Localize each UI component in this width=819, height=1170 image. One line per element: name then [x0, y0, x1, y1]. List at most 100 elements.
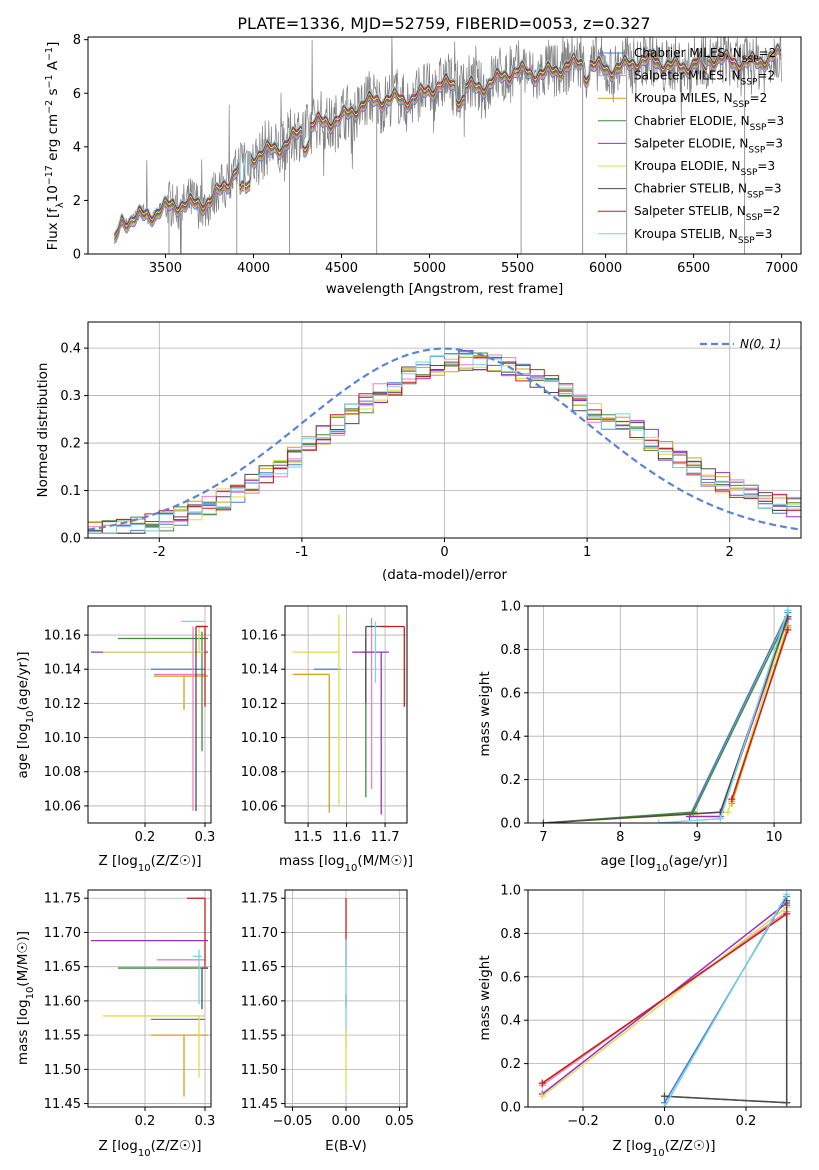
y-tick-label: 11.60 — [241, 994, 278, 1009]
y-label-part: −2 — [44, 100, 55, 114]
panel-mass_vs_Z: 0.2 0.3 11.45 11.50 11.55 11.60 11.65 11.70 11.7… — [15, 889, 216, 1159]
label-part: mass [log — [15, 999, 31, 1065]
x-tick-label: 2 — [726, 545, 734, 560]
model-spectrum-line — [114, 50, 782, 242]
y-tick-label: 11.75 — [44, 892, 81, 907]
residual-histogram-step — [88, 353, 801, 534]
y-axis-label: mass weight — [477, 955, 493, 1040]
label-sub: 10 — [138, 1148, 151, 1159]
y-tick-label: 10.12 — [44, 697, 81, 712]
panel-age_vs_mass: 11.5 11.6 11.7 10.06 10.08 10.10 10.12 10.14 10.… — [241, 605, 413, 874]
label-part: (age/yr)] — [668, 853, 727, 869]
x-tick-label: −0.05 — [273, 1114, 313, 1129]
plot-area — [292, 614, 405, 815]
y-tick-label: 10.14 — [241, 663, 278, 678]
mass-weight-line — [731, 629, 789, 800]
y-tick-label: 10.16 — [241, 629, 278, 644]
legend-sub: SSP — [738, 236, 755, 246]
legend-suffix: =2 — [759, 46, 777, 60]
x-axis-label: wavelength [Angstrom, rest frame] — [326, 281, 564, 297]
legend-label: Chabrier STELIB, N — [634, 182, 747, 196]
y-tick-label: 0.2 — [500, 773, 521, 788]
label-part: age [log — [600, 853, 655, 869]
panel-spectrum: 3500 4000 4500 5000 5500 6000 6500 7000 0 2 4 6 8 Cha… — [44, 33, 802, 297]
axes-frame — [87, 889, 212, 1108]
x-tick-label: 0.3 — [195, 830, 216, 845]
mass-weight-line — [541, 913, 788, 1084]
x-tick-label: 3500 — [149, 261, 182, 276]
label-sub: 10 — [652, 1148, 665, 1159]
legend-suffix: =3 — [765, 136, 783, 150]
y-tick-label: 11.65 — [44, 960, 81, 975]
mass-weight-line — [543, 616, 789, 823]
x-tick-label: 0.3 — [195, 1114, 216, 1129]
legend-sub: SSP — [733, 100, 750, 110]
axes-frame — [527, 889, 802, 1108]
legend-sub: SSP — [742, 55, 759, 65]
x-axis-label: mass [log10(M/M☉)] — [279, 853, 413, 874]
mass-weight-line — [688, 612, 789, 817]
y-label-part: A — [45, 60, 61, 74]
y-tick-label: 4 — [73, 140, 81, 155]
x-tick-label: -2 — [153, 545, 166, 560]
label-part: Z [log — [98, 1138, 137, 1154]
model-spectrum-line — [114, 42, 782, 234]
y-axis-label: Flux [fλ10−17 erg cm−2 s−1 A−1] — [44, 42, 66, 251]
residual-histogram-step — [88, 358, 801, 534]
legend-label: Salpeter MILES, N — [634, 69, 741, 83]
model-spectrum-line — [114, 46, 782, 238]
mass-weight-line — [541, 906, 788, 1097]
axes-frame — [87, 321, 802, 539]
label-sub: 10 — [25, 711, 36, 724]
label-part: (M/M☉)] — [15, 931, 31, 987]
axes-frame — [284, 605, 408, 824]
legend-suffix: =2 — [763, 204, 781, 218]
axes-frame — [284, 889, 408, 1108]
gaussian-legend-label: N(0, 1) — [740, 337, 781, 351]
model-spectrum-line — [114, 52, 782, 245]
y-tick-label: 0.0 — [500, 817, 521, 832]
label-part: age [log — [15, 723, 31, 778]
x-tick-label: 0.2 — [135, 1114, 156, 1129]
y-tick-label: 8 — [73, 33, 81, 48]
legend-sub: SSP — [741, 78, 758, 88]
y-tick-label: 11.55 — [241, 1029, 278, 1044]
axes-frame — [87, 36, 802, 255]
legend-sub: SSP — [750, 123, 767, 133]
panel-mass_vs_EBV: −0.05 0.00 0.05 11.45 11.50 11.55 11.60 11.65 11… — [241, 889, 414, 1154]
x-tick-label: 5000 — [413, 261, 446, 276]
y-label-part: Flux [f — [45, 207, 61, 251]
legend-label: Salpeter STELIB, N — [634, 204, 746, 218]
legend-label: Salpeter ELODIE, N — [634, 136, 748, 150]
figure-title: PLATE=1336, MJD=52759, FIBERID=0053, z=0… — [237, 14, 650, 33]
y-label-part: −1 — [44, 74, 55, 88]
x-tick-label: 0.2 — [135, 830, 156, 845]
axes-frame — [87, 605, 212, 824]
x-tick-label: 11.6 — [332, 830, 361, 845]
legend-suffix: =2 — [750, 91, 768, 105]
y-tick-label: 11.70 — [241, 926, 278, 941]
panel-mw_vs_Z: −0.2 0.0 0.2 0.0 0.2 0.4 0.6 0.8 1.0 Z [log10(Z/Z… — [477, 884, 802, 1159]
y-tick-label: 11.55 — [44, 1029, 81, 1044]
y-axis-label: mass [log10(M/M☉)] — [15, 931, 36, 1065]
mass-weight-line — [658, 610, 789, 823]
label-part: mass [log — [279, 853, 345, 869]
label-part: (Z/Z☉)] — [151, 1138, 202, 1154]
y-tick-label: 10.12 — [241, 697, 278, 712]
legend-entry: Salpeter MILES, NSSP=2 — [634, 69, 775, 88]
legend-suffix: =3 — [766, 114, 784, 128]
y-tick-label: 10.14 — [44, 663, 81, 678]
y-axis-label: mass weight — [477, 671, 493, 756]
y-tick-label: 0.4 — [500, 730, 521, 745]
y-axis-label: Normed distribution — [35, 363, 51, 498]
legend-entry: Kroupa ELODIE, NSSP=3 — [634, 159, 775, 178]
x-tick-label: 6500 — [677, 261, 710, 276]
label-sub: 10 — [138, 863, 151, 874]
x-axis-label: age [log10(age/yr)] — [600, 853, 727, 874]
plot-area — [539, 606, 792, 823]
y-tick-label: 10.10 — [241, 731, 278, 746]
observed-spectrum — [115, 37, 782, 254]
y-tick-label: 11.65 — [241, 960, 278, 975]
y-tick-label: 11.50 — [241, 1063, 278, 1078]
